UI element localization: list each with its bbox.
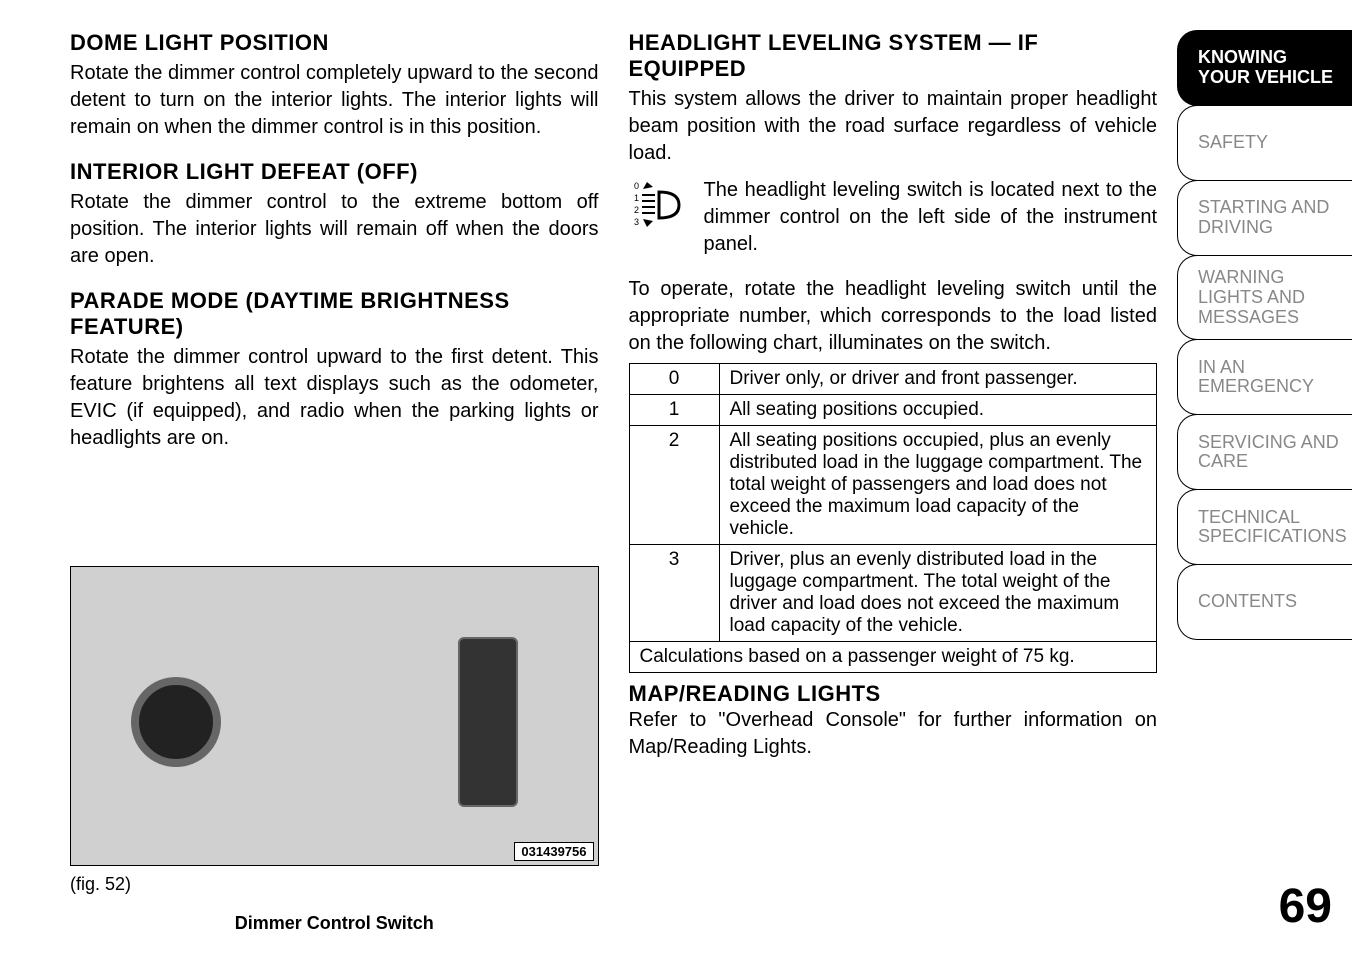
tab-label: SERVICING AND CARE [1198,433,1340,473]
paragraph-interior-defeat: Rotate the dimmer control to the extreme… [70,189,599,270]
figure-dimmer-control: 031439756 (fig. 52) Dimmer Control Switc… [70,566,599,934]
svg-text:1: 1 [634,193,639,203]
tab-warning-lights[interactable]: WARNING LIGHTS AND MESSAGES [1177,255,1352,340]
tab-starting-and-driving[interactable]: STARTING AND DRIVING [1177,180,1352,256]
load-level-cell: 1 [629,395,719,426]
headlight-switch-location-text: The headlight leveling switch is located… [704,177,1158,258]
svg-text:2: 2 [634,205,639,215]
right-column: HEADLIGHT LEVELING SYSTEM — IF EQUIPPED … [629,30,1158,934]
left-column: DOME LIGHT POSITION Rotate the dimmer co… [70,30,599,934]
load-footer-cell: Calculations based on a passenger weight… [629,642,1157,673]
dimmer-control-image: 031439756 [70,566,599,866]
section-tabs-sidebar: KNOWING YOUR VEHICLE SAFETY STARTING AND… [1177,30,1352,934]
load-desc-cell: All seating positions occupied, plus an … [719,426,1157,545]
tab-servicing-and-care[interactable]: SERVICING AND CARE [1177,414,1352,490]
figure-caption-title: Dimmer Control Switch [70,913,599,934]
table-row: 0 Driver only, or driver and front passe… [629,364,1157,395]
tab-label: IN AN EMERGENCY [1198,358,1340,398]
table-row: 1 All seating positions occupied. [629,395,1157,426]
load-level-cell: 2 [629,426,719,545]
load-level-cell: 0 [629,364,719,395]
image-id-label: 031439756 [514,842,593,861]
page-number: 69 [1177,879,1352,934]
paragraph-headlight-operate: To operate, rotate the headlight levelin… [629,276,1158,357]
tab-label: CONTENTS [1198,592,1297,612]
headlight-switch-icon-row: 0 1 2 3 The headlight leveling switch is… [629,177,1158,258]
paragraph-parade-mode: Rotate the dimmer control upward to the … [70,344,599,452]
load-desc-cell: All seating positions occupied. [719,395,1157,426]
tab-label: STARTING AND DRIVING [1198,198,1340,238]
paragraph-dome-light: Rotate the dimmer control completely upw… [70,60,599,141]
tab-contents[interactable]: CONTENTS [1177,564,1352,640]
tab-knowing-your-vehicle[interactable]: KNOWING YOUR VEHICLE [1177,30,1352,106]
dimmer-slider-graphic [458,637,518,807]
tab-label: SAFETY [1198,133,1268,153]
paragraph-headlight-intro: This system allows the driver to maintai… [629,86,1158,167]
page-root: DOME LIGHT POSITION Rotate the dimmer co… [0,0,1352,954]
paragraph-map-reading: Refer to "Overhead Console" for further … [629,707,1158,761]
table-row: 2 All seating positions occupied, plus a… [629,426,1157,545]
tab-label: KNOWING YOUR VEHICLE [1198,48,1340,88]
tab-technical-specifications[interactable]: TECHNICAL SPECIFICATIONS [1177,489,1352,565]
load-level-cell: 3 [629,545,719,642]
heading-map-reading: MAP/READING LIGHTS [629,681,1158,707]
tab-safety[interactable]: SAFETY [1177,105,1352,181]
svg-text:3: 3 [634,217,639,227]
svg-text:0: 0 [634,181,639,191]
load-chart-table: 0 Driver only, or driver and front passe… [629,363,1158,673]
load-desc-cell: Driver, plus an evenly distributed load … [719,545,1157,642]
heading-dome-light: DOME LIGHT POSITION [70,30,599,56]
heading-headlight-leveling: HEADLIGHT LEVELING SYSTEM — IF EQUIPPED [629,30,1158,82]
dimmer-knob-graphic [131,677,221,767]
figure-caption-number: (fig. 52) [70,874,599,895]
heading-parade-mode: PARADE MODE (DAYTIME BRIGHTNESS FEATURE) [70,288,599,340]
table-row: 3 Driver, plus an evenly distributed loa… [629,545,1157,642]
table-footer-row: Calculations based on a passenger weight… [629,642,1157,673]
headlight-leveling-icon: 0 1 2 3 [629,177,689,237]
tab-label: TECHNICAL SPECIFICATIONS [1198,508,1347,548]
content-columns: DOME LIGHT POSITION Rotate the dimmer co… [70,30,1157,934]
load-desc-cell: Driver only, or driver and front passeng… [719,364,1157,395]
tab-in-an-emergency[interactable]: IN AN EMERGENCY [1177,339,1352,415]
heading-interior-defeat: INTERIOR LIGHT DEFEAT (OFF) [70,159,599,185]
tab-label: WARNING LIGHTS AND MESSAGES [1198,268,1340,327]
